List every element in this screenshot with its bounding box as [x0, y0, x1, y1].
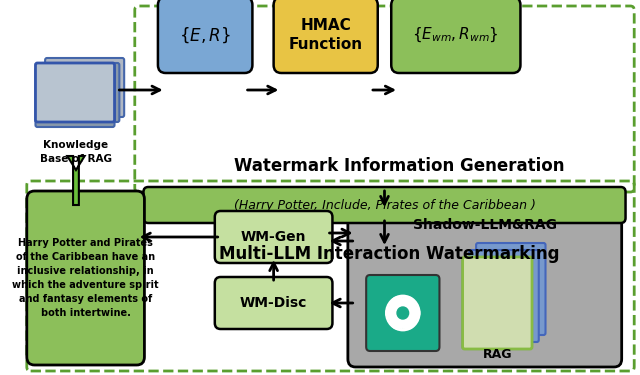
Text: WM-Disc: WM-Disc: [240, 296, 307, 310]
FancyBboxPatch shape: [463, 257, 532, 349]
Circle shape: [403, 304, 420, 321]
FancyBboxPatch shape: [215, 211, 332, 263]
Text: $\{E_{wm}, R_{wm}\}$: $\{E_{wm}, R_{wm}\}$: [413, 26, 499, 44]
FancyBboxPatch shape: [469, 250, 539, 342]
Text: Watermark Information Generation: Watermark Information Generation: [234, 157, 564, 175]
Circle shape: [399, 297, 415, 314]
FancyBboxPatch shape: [35, 63, 115, 122]
Circle shape: [390, 297, 406, 314]
FancyBboxPatch shape: [348, 201, 621, 367]
FancyBboxPatch shape: [274, 0, 378, 73]
FancyBboxPatch shape: [40, 63, 119, 122]
Circle shape: [399, 312, 415, 329]
Circle shape: [397, 307, 408, 319]
FancyBboxPatch shape: [366, 275, 440, 351]
Text: HMAC
Function: HMAC Function: [289, 18, 363, 53]
FancyBboxPatch shape: [27, 191, 145, 365]
Text: (Harry Potter, Include, Pirates of the Caribbean ): (Harry Potter, Include, Pirates of the C…: [234, 198, 536, 211]
Text: RAG: RAG: [483, 348, 512, 361]
FancyBboxPatch shape: [45, 58, 124, 117]
FancyBboxPatch shape: [391, 0, 520, 73]
Text: WM-Gen: WM-Gen: [241, 230, 307, 244]
Circle shape: [390, 312, 406, 329]
Circle shape: [386, 304, 403, 321]
Text: Knowledge
Base of RAG: Knowledge Base of RAG: [40, 140, 112, 164]
FancyBboxPatch shape: [463, 257, 532, 349]
Text: Harry Potter and Pirates
of the Caribbean have an
inclusive relationship, in
whi: Harry Potter and Pirates of the Caribbea…: [12, 238, 159, 318]
FancyBboxPatch shape: [158, 0, 252, 73]
FancyBboxPatch shape: [215, 277, 332, 329]
Text: Multi-LLM Interaction Watermarking: Multi-LLM Interaction Watermarking: [219, 245, 559, 263]
Text: Shadow-LLM&RAG: Shadow-LLM&RAG: [413, 218, 557, 232]
FancyBboxPatch shape: [143, 187, 625, 223]
Polygon shape: [67, 156, 84, 205]
Text: $\{E, R\}$: $\{E, R\}$: [179, 25, 231, 45]
FancyBboxPatch shape: [35, 68, 115, 127]
FancyBboxPatch shape: [476, 243, 545, 335]
